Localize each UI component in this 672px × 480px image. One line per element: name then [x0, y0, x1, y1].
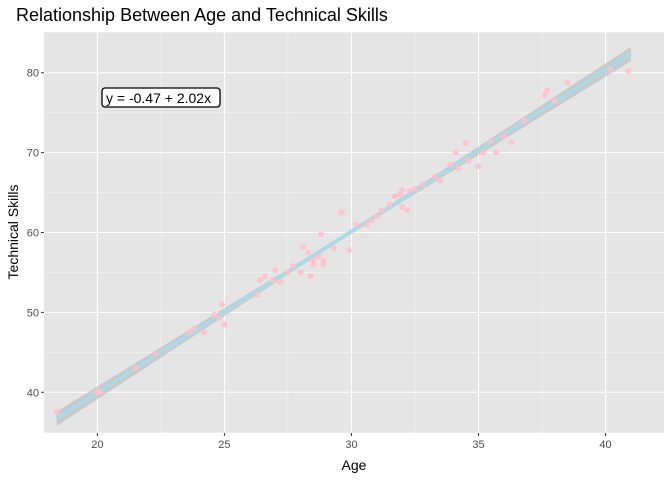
y-tick-label: 40 — [27, 387, 39, 399]
data-point — [96, 389, 103, 396]
data-point — [345, 247, 352, 254]
x-tick-label: 25 — [218, 439, 230, 451]
data-point — [544, 87, 551, 94]
data-point — [315, 253, 322, 260]
data-point — [480, 149, 487, 156]
data-point — [254, 291, 261, 298]
data-point — [256, 277, 263, 284]
x-axis-title: Age — [342, 457, 367, 473]
data-point — [216, 314, 223, 321]
data-point — [386, 201, 393, 208]
data-point — [452, 149, 459, 156]
data-point — [277, 279, 284, 286]
data-point — [607, 66, 614, 73]
data-point — [500, 133, 507, 140]
data-point — [363, 221, 370, 228]
data-point — [564, 79, 571, 86]
data-point — [399, 187, 406, 194]
data-point — [269, 277, 276, 284]
points-layer — [53, 66, 632, 416]
data-point — [152, 350, 159, 357]
y-tick-label: 60 — [27, 228, 39, 240]
equation-box — [101, 87, 221, 108]
data-point — [53, 409, 60, 416]
data-point — [475, 163, 482, 170]
data-point — [455, 165, 462, 172]
data-point — [437, 177, 444, 184]
data-point — [218, 301, 225, 308]
grid-major — [44, 32, 664, 433]
data-point — [190, 325, 197, 332]
data-point — [411, 185, 418, 192]
data-point — [317, 231, 324, 238]
x-tick-label: 20 — [91, 439, 103, 451]
x-axis: 20 25 30 35 40 — [91, 433, 612, 451]
y-tick-label: 80 — [27, 68, 39, 80]
equation-label: y = -0.47 + 2.02x — [106, 90, 211, 106]
data-point — [373, 213, 380, 220]
data-point — [290, 263, 297, 270]
chart-title: Relationship Between Age and Technical S… — [16, 5, 388, 25]
y-axis: 40 50 60 70 80 — [27, 68, 44, 399]
data-point — [310, 257, 317, 264]
data-point — [185, 329, 192, 336]
data-point — [284, 269, 291, 276]
data-point — [432, 173, 439, 180]
data-point — [338, 209, 345, 216]
regression-line — [55, 52, 633, 421]
data-point — [201, 329, 208, 336]
x-tick-label: 40 — [599, 439, 611, 451]
x-tick-label: 30 — [345, 439, 357, 451]
data-point — [221, 321, 228, 328]
data-point — [521, 117, 528, 124]
data-point — [305, 249, 312, 256]
data-point — [353, 221, 360, 228]
data-point — [297, 269, 304, 276]
data-point — [307, 273, 314, 280]
fit-layer — [55, 46, 633, 426]
data-point — [391, 193, 398, 200]
data-point — [404, 207, 411, 214]
data-point — [551, 97, 558, 104]
data-point — [300, 243, 307, 250]
data-point — [488, 137, 495, 144]
data-point — [462, 140, 469, 147]
data-point — [406, 187, 413, 194]
equation-annotation: y = -0.47 + 2.02x — [101, 87, 221, 108]
data-point — [262, 273, 269, 280]
data-point — [465, 157, 472, 164]
y-tick-label: 70 — [27, 148, 39, 160]
x-tick-label: 35 — [472, 439, 484, 451]
data-point — [419, 181, 426, 188]
data-point — [447, 161, 454, 168]
data-point — [368, 217, 375, 224]
data-point — [625, 68, 632, 75]
data-point — [541, 92, 548, 99]
data-point — [508, 139, 515, 146]
data-point — [211, 311, 218, 318]
data-point — [272, 267, 279, 274]
data-point — [493, 149, 500, 156]
y-tick-label: 50 — [27, 307, 39, 319]
data-point — [330, 245, 337, 252]
data-point — [320, 261, 327, 268]
data-point — [378, 207, 385, 214]
data-point — [399, 203, 406, 210]
y-axis-title: Technical Skills — [5, 185, 21, 280]
data-point — [132, 365, 139, 372]
